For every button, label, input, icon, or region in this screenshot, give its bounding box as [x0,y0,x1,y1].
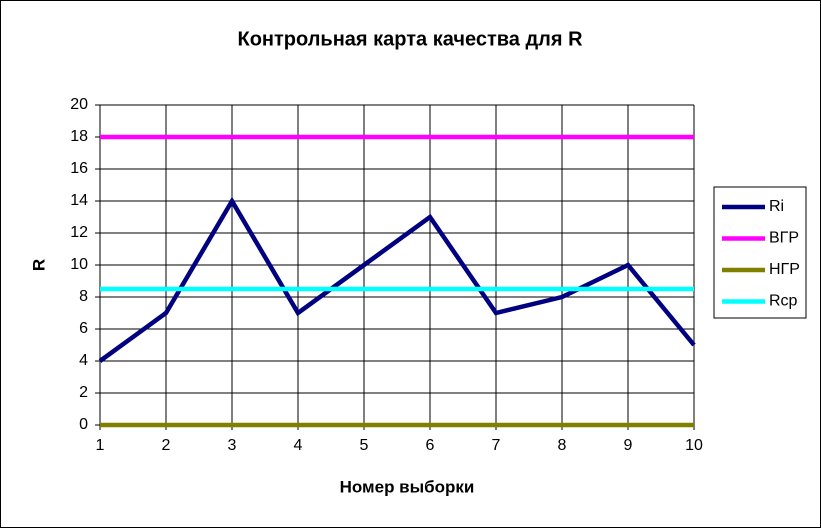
legend-label: Ri [769,198,784,215]
x-tick-label: 10 [685,437,703,454]
y-tick-label: 8 [79,288,88,305]
x-axis-label: Номер выборки [340,477,475,496]
x-tick-label: 6 [426,437,435,454]
x-tick-label: 5 [360,437,369,454]
y-tick-label: 12 [70,224,88,241]
y-tick-label: 10 [70,256,88,273]
y-tick-label: 0 [79,416,88,433]
x-tick-label: 3 [228,437,237,454]
chart-title: Контрольная карта качества для R [237,28,583,50]
y-axis-label: R [29,259,48,271]
legend-label: Rcp [769,293,798,310]
x-tick-label: 4 [294,437,303,454]
y-tick-label: 16 [70,160,88,177]
x-tick-label: 2 [162,437,171,454]
x-tick-label: 9 [624,437,633,454]
legend-label: НГР [769,261,800,278]
y-tick-label: 14 [70,192,88,209]
legend-label: ВГР [769,230,799,247]
y-tick-label: 6 [79,320,88,337]
y-tick-label: 18 [70,128,88,145]
y-tick-label: 2 [79,384,88,401]
y-tick-label: 20 [70,96,88,113]
y-tick-label: 4 [79,352,88,369]
x-tick-label: 8 [558,437,567,454]
series-line [98,196,696,363]
x-tick-label: 7 [492,437,501,454]
x-tick-label: 1 [96,437,105,454]
